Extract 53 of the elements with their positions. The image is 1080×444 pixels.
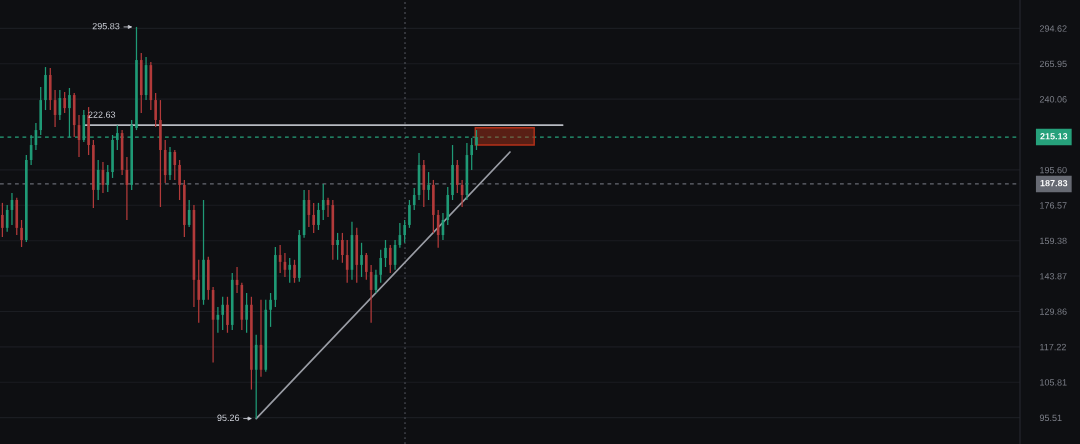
y-tick-label: 294.62 [1039, 25, 1067, 32]
y-tick-label: 95.51 [1039, 414, 1062, 422]
ref-line-label: 215.13 [1040, 133, 1068, 140]
candlestick [365, 252, 368, 281]
candlestick [379, 249, 383, 284]
y-tick-label: 176.57 [1040, 202, 1067, 209]
candlestick [106, 164, 110, 193]
candlestick [159, 99, 162, 208]
candlestick [250, 296, 253, 391]
candlestick [345, 239, 349, 284]
candlestick [63, 91, 66, 114]
y-tick-label: 129.86 [1040, 308, 1067, 315]
y-tick-label: 117.22 [1040, 343, 1066, 351]
candlestick [312, 202, 315, 234]
y-tick-label: 143.87 [1040, 273, 1067, 280]
candlestick [87, 106, 90, 156]
candlestick [197, 259, 201, 324]
candlestick [317, 202, 320, 231]
annotation: 295.83 [92, 22, 120, 30]
candlestick [245, 292, 248, 334]
candlestick [20, 219, 23, 248]
candlestick [360, 242, 363, 278]
candlestick [293, 259, 296, 284]
y-tick-label: 195.60 [1040, 166, 1067, 174]
candlestick [202, 199, 205, 306]
candlestick [384, 239, 387, 268]
candlestick [341, 232, 344, 264]
candlestick [269, 292, 272, 328]
candlestick [221, 296, 224, 331]
candlestick [451, 144, 454, 201]
candlestick [456, 159, 459, 194]
candlestick [427, 171, 430, 201]
candlestick [44, 66, 47, 111]
y-tick-label: 240.06 [1039, 96, 1067, 103]
candlestick [154, 92, 157, 128]
candlestick [321, 183, 325, 221]
candlestick [408, 199, 411, 229]
candlestick [5, 204, 9, 233]
candlestick [1, 202, 4, 238]
y-tick-label: 159.38 [1040, 237, 1067, 245]
candlestick [173, 149, 177, 181]
candlestick [336, 232, 339, 261]
candlestick [178, 159, 181, 201]
candlestick [226, 296, 229, 334]
y-tick-label: 105.81 [1040, 379, 1067, 386]
annotation: 95.26 [217, 414, 240, 421]
y-tick-label: 265.95 [1039, 60, 1067, 68]
candlestick [288, 257, 292, 284]
candlestick [403, 219, 406, 244]
ref-line-label: 187.83 [1040, 179, 1068, 187]
candlestick [388, 244, 392, 274]
candlestick [412, 187, 416, 211]
candlestick [135, 26, 138, 131]
